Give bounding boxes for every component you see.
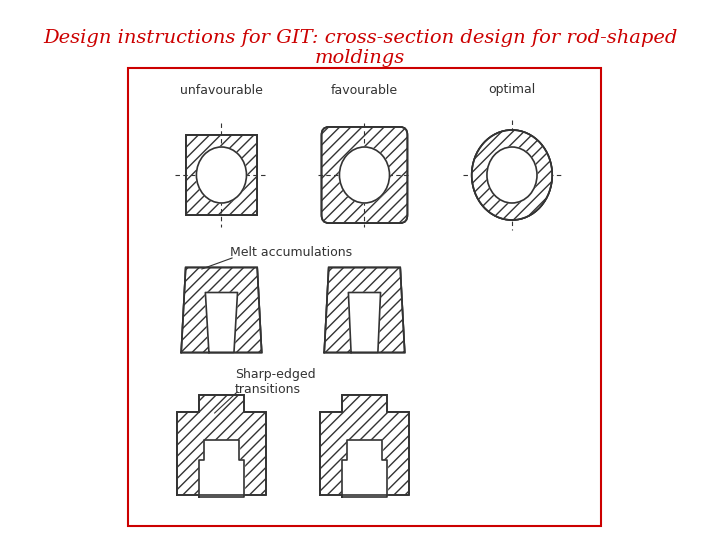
Text: unfavourable: unfavourable	[180, 84, 263, 97]
FancyBboxPatch shape	[322, 127, 408, 223]
Circle shape	[472, 130, 552, 220]
Circle shape	[487, 147, 537, 203]
Text: Sharp-edged
transitions: Sharp-edged transitions	[235, 368, 315, 396]
Circle shape	[197, 147, 246, 203]
Polygon shape	[348, 293, 381, 353]
Text: favourable: favourable	[331, 84, 398, 97]
Polygon shape	[205, 293, 238, 353]
Text: moldings: moldings	[315, 49, 405, 67]
Polygon shape	[320, 395, 409, 495]
Text: optimal: optimal	[488, 84, 536, 97]
Polygon shape	[324, 267, 405, 353]
Polygon shape	[176, 395, 266, 495]
Polygon shape	[342, 440, 387, 497]
Text: Melt accumulations: Melt accumulations	[230, 246, 353, 260]
Bar	[127, 68, 601, 526]
Circle shape	[339, 147, 390, 203]
Polygon shape	[199, 440, 244, 497]
Text: Design instructions for GIT: cross-section design for rod-shaped: Design instructions for GIT: cross-secti…	[42, 29, 678, 47]
Bar	[186, 135, 257, 215]
Bar	[186, 135, 257, 215]
Polygon shape	[181, 267, 261, 353]
Bar	[186, 135, 257, 215]
